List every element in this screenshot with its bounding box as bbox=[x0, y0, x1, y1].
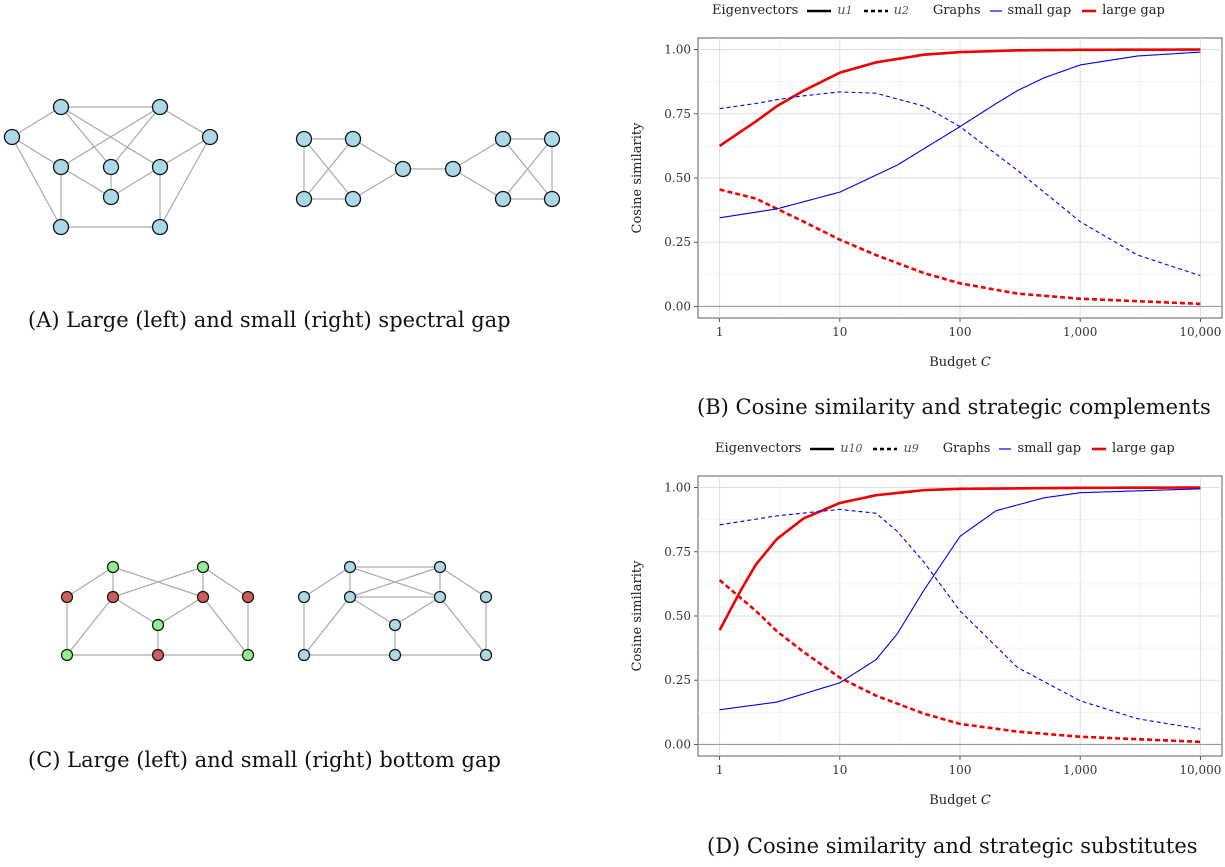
chart-b-ytick-label: 0.75 bbox=[664, 107, 691, 121]
legend-d-eig-1-symbol: u bbox=[840, 441, 849, 456]
chart-b-ytick-label: 0.50 bbox=[664, 171, 691, 185]
chart-d-ytick-label: 0.00 bbox=[664, 737, 691, 751]
small-bottom-gap-graph bbox=[303, 566, 487, 656]
chart-d-xtick-label: 1,000 bbox=[1063, 763, 1097, 777]
chart-b-ytick-label: 1.00 bbox=[664, 43, 691, 57]
chart-b-xtick-label: 100 bbox=[949, 325, 972, 339]
legend-d-graphs-title: Graphs bbox=[942, 441, 991, 456]
chart-d-ylabel: Cosine similarity bbox=[630, 560, 645, 672]
caption-a-text: Large (left) and small (right) spectral … bbox=[66, 308, 511, 332]
caption-c-text: Large (left) and small (right) bottom ga… bbox=[67, 748, 501, 772]
legend-b-eig-1-symbol: u bbox=[837, 3, 846, 18]
chart-b-xlabel: Budget C bbox=[929, 355, 991, 370]
chart-d-series-small-gap-u9 bbox=[719, 508, 1201, 730]
legend-b-eig-2-symbol: u bbox=[893, 3, 902, 18]
chart-b-ytick-label: 0.00 bbox=[664, 299, 691, 313]
legend-d-eig-1-sup: 10 bbox=[848, 442, 863, 455]
caption-b: (B) Cosine similarity and strategic comp… bbox=[697, 395, 1211, 419]
caption-c: (C) Large (left) and small (right) botto… bbox=[28, 748, 501, 772]
large-bottom-gap-graph bbox=[66, 566, 249, 656]
small-spectral-gap-graph bbox=[303, 138, 553, 200]
caption-b-label: (B) bbox=[697, 395, 729, 419]
chart-b-xtick-label: 10,000 bbox=[1179, 325, 1221, 339]
legend-d-eig-2-symbol: u bbox=[903, 441, 912, 456]
chart-b-ylabel: Cosine similarity bbox=[630, 122, 645, 234]
chart-d-series-large-gap-u9 bbox=[718, 579, 1201, 744]
chart-b-xtick-label: 10 bbox=[832, 325, 847, 339]
chart-d-ytick-label: 0.25 bbox=[664, 673, 691, 687]
small-spectral-gap-nodes bbox=[295, 130, 560, 208]
chart-d-xlabel: Budget C bbox=[929, 793, 991, 808]
legend-b-eigenvectors-title: Eigenvectors bbox=[712, 3, 799, 18]
chart-d: 1 10 100 1,000 10,000 0.00 0.25 0.50 0.75 1.00 Bud… bbox=[630, 475, 1223, 808]
caption-a-label: (A) bbox=[28, 308, 60, 332]
small-bottom-gap-nodes bbox=[297, 560, 493, 662]
chart-b-ytick-label: 0.25 bbox=[664, 235, 691, 249]
caption-a: (A) Large (left) and small (right) spect… bbox=[28, 308, 511, 332]
chart-d-xtick-label: 100 bbox=[949, 763, 972, 777]
chart-d-xtick-label: 1 bbox=[716, 763, 724, 777]
legend-b-large-gap: large gap bbox=[1102, 3, 1165, 18]
chart-b-xtick-label: 1,000 bbox=[1063, 325, 1097, 339]
chart-d-ytick-label: 1.00 bbox=[664, 481, 691, 495]
chart-b-series-large-gap-u2 bbox=[719, 188, 1201, 306]
legend-d-small-gap: small gap bbox=[1017, 441, 1082, 456]
legend-b-eig-1-sup: 1 bbox=[845, 4, 853, 17]
legend-b-graphs-title: Graphs bbox=[932, 3, 981, 18]
caption-b-text: Cosine similarity and strategic compleme… bbox=[735, 395, 1211, 419]
chart-d-ytick-label: 0.75 bbox=[664, 545, 691, 559]
caption-d: (D) Cosine similarity and strategic subs… bbox=[707, 834, 1198, 858]
chart-d-series-large-gap-u10 bbox=[718, 486, 1201, 631]
chart-d-xtick-label: 10,000 bbox=[1179, 763, 1221, 777]
large-spectral-gap-nodes bbox=[3, 98, 219, 236]
large-bottom-gap-nodes bbox=[60, 560, 255, 662]
chart-b: 1 10 100 1,000 10,000 0.00 0.25 0.50 0.75 1.00 Bud… bbox=[630, 37, 1223, 370]
chart-b-series-small-gap-u2 bbox=[719, 91, 1201, 277]
legend-d-large-gap: large gap bbox=[1112, 441, 1175, 456]
chart-b-series-large-gap-u1 bbox=[718, 48, 1201, 147]
legend-b-eig-2-sup: 2 bbox=[901, 4, 909, 17]
caption-c-label: (C) bbox=[28, 748, 61, 772]
legend-b-small-gap: small gap bbox=[1007, 3, 1072, 18]
caption-d-text: Cosine similarity and strategic substitu… bbox=[746, 834, 1198, 858]
chart-d-xtick-label: 10 bbox=[832, 763, 847, 777]
legend-d-eig-2-sup: 9 bbox=[911, 442, 919, 455]
legend-d-eigenvectors-title: Eigenvectors bbox=[715, 441, 802, 456]
graph-panel-a bbox=[3, 98, 560, 236]
graph-panel-c bbox=[60, 560, 493, 662]
chart-d-series-small-gap-u10 bbox=[719, 488, 1201, 711]
chart-d-ytick-label: 0.50 bbox=[664, 609, 691, 623]
chart-b-xtick-label: 1 bbox=[716, 325, 724, 339]
caption-d-label: (D) bbox=[707, 834, 741, 858]
